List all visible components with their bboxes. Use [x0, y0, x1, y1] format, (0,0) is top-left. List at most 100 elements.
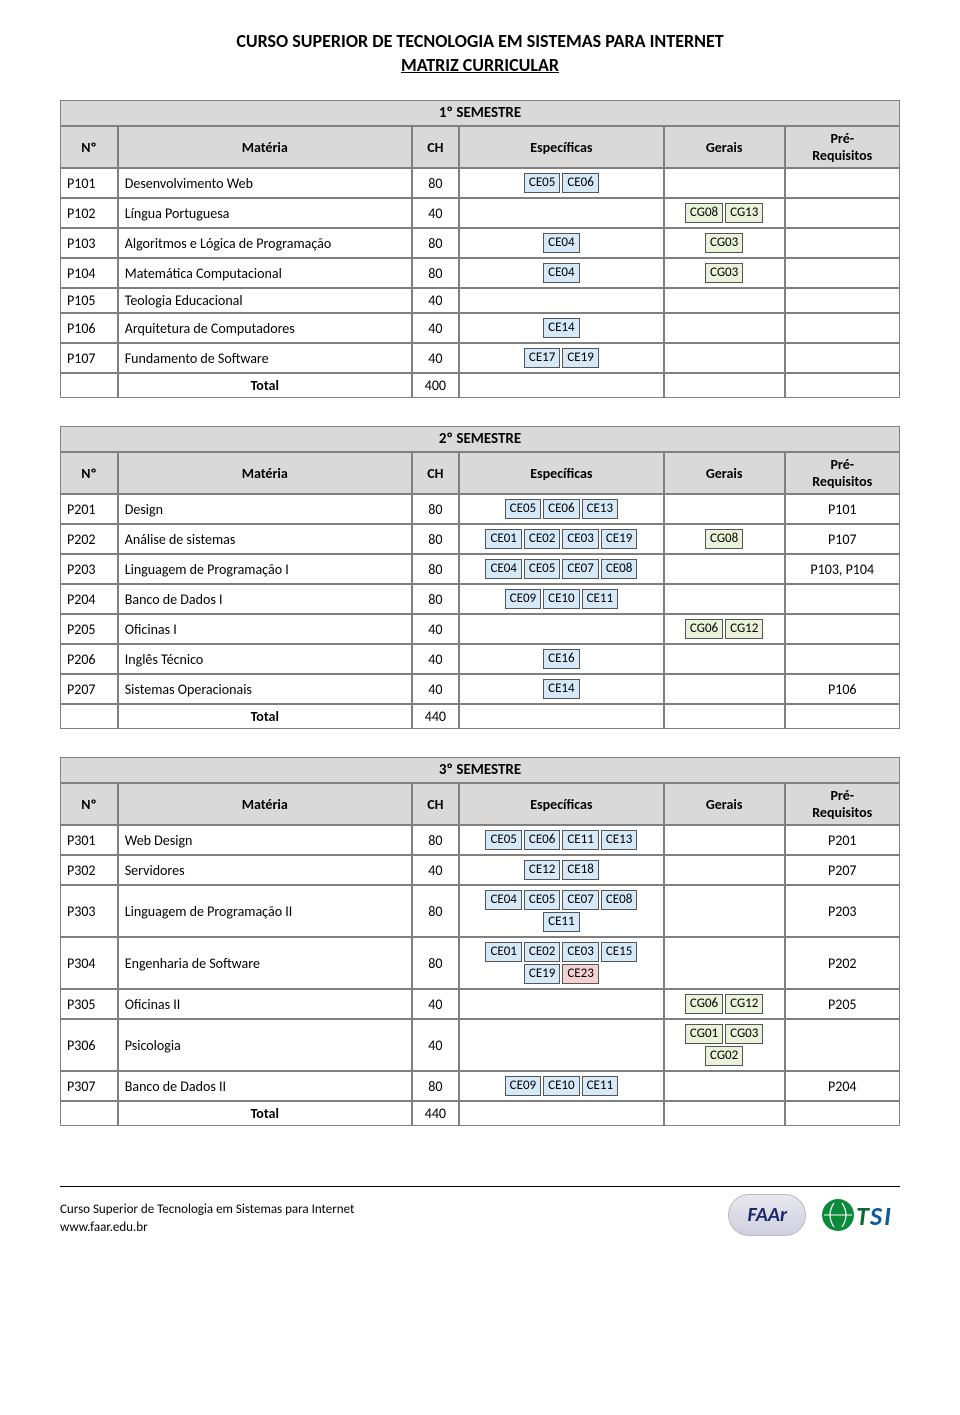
specific-tag: CE03 [562, 529, 598, 549]
column-header-no: Nº [60, 452, 118, 494]
specific-tag: CE06 [562, 173, 598, 193]
prerequisites [785, 343, 901, 373]
table-row: P102Língua Portuguesa40CG08CG13 [60, 198, 900, 228]
specific-tag: CE05 [524, 890, 560, 910]
table-row: P104Matemática Computacional80CE04CG03 [60, 258, 900, 288]
table-row: P302Servidores40CE12CE18P207 [60, 855, 900, 885]
prerequisites: P204 [785, 1071, 901, 1101]
column-header-prereq: Pré-Requisitos [785, 126, 901, 168]
column-header-materia: Matéria [118, 452, 412, 494]
specific-tag: CE07 [562, 890, 598, 910]
page-title: CURSO SUPERIOR DE TECNOLOGIA EM SISTEMAS… [60, 30, 900, 52]
prerequisites [785, 198, 901, 228]
credit-hours: 80 [412, 584, 459, 614]
specific-tags-cell: CE05CE06CE11CE13 [459, 825, 664, 855]
specific-tags-cell: CE05CE06 [459, 168, 664, 198]
specific-tags-cell: CE09CE10CE11 [459, 1071, 664, 1101]
credit-hours: 40 [412, 855, 459, 885]
general-tag: CG06 [685, 994, 723, 1014]
subject-name: Engenharia de Software [118, 937, 412, 989]
column-header-especificas: Específicas [459, 126, 664, 168]
general-tag: CG03 [705, 233, 743, 253]
empty-cell [664, 373, 785, 398]
table-row: P207Sistemas Operacionais40CE14P106 [60, 674, 900, 704]
subject-name: Linguagem de Programação I [118, 554, 412, 584]
prerequisites [785, 288, 901, 313]
footer-logos: FAAr T S I [728, 1193, 900, 1237]
empty-cell [664, 1101, 785, 1126]
subject-name: Sistemas Operacionais [118, 674, 412, 704]
row-number: P103 [60, 228, 118, 258]
semester-title: 1º SEMESTRE [60, 100, 900, 126]
column-header-ch: CH [412, 452, 459, 494]
subject-name: Oficinas I [118, 614, 412, 644]
specific-tag: CE04 [485, 890, 521, 910]
table-row: P307Banco de Dados II80CE09CE10CE11P204 [60, 1071, 900, 1101]
column-header-prereq: Pré-Requisitos [785, 783, 901, 825]
svg-text:S: S [869, 1200, 883, 1232]
subject-name: Teologia Educacional [118, 288, 412, 313]
curriculum-table: 3º SEMESTRENºMatériaCHEspecíficasGeraisP… [60, 757, 900, 1126]
specific-tag: CE05 [524, 559, 560, 579]
row-number: P101 [60, 168, 118, 198]
subject-name: Desenvolvimento Web [118, 168, 412, 198]
table-row: P301Web Design80CE05CE06CE11CE13P201 [60, 825, 900, 855]
prerequisites: P205 [785, 989, 901, 1019]
subject-name: Banco de Dados I [118, 584, 412, 614]
row-number: P205 [60, 614, 118, 644]
specific-tags-cell [459, 989, 664, 1019]
empty-cell [664, 704, 785, 729]
row-number: P306 [60, 1019, 118, 1071]
semester-block: 1º SEMESTRENºMatériaCHEspecíficasGeraisP… [60, 100, 900, 398]
table-row: P202Análise de sistemas80CE01CE02CE03CE1… [60, 524, 900, 554]
table-row: P105Teologia Educacional40 [60, 288, 900, 313]
subject-name: Arquitetura de Computadores [118, 313, 412, 343]
specific-tags-cell [459, 288, 664, 313]
specific-tag: CE12 [524, 860, 560, 880]
general-tags-cell [664, 288, 785, 313]
specific-tag: CE01 [485, 942, 521, 962]
specific-tag: CE11 [582, 589, 618, 609]
credit-hours: 40 [412, 614, 459, 644]
row-number: P301 [60, 825, 118, 855]
specific-tag: CE01 [485, 529, 521, 549]
prerequisites: P107 [785, 524, 901, 554]
column-header-materia: Matéria [118, 783, 412, 825]
prerequisites [785, 1019, 901, 1071]
specific-tag: CE02 [524, 529, 560, 549]
specific-tags-cell: CE14 [459, 674, 664, 704]
specific-tags-cell: CE04 [459, 258, 664, 288]
specific-tag: CE11 [543, 912, 579, 932]
subject-name: Língua Portuguesa [118, 198, 412, 228]
subject-name: Fundamento de Software [118, 343, 412, 373]
table-row: P205Oficinas I40CG06CG12 [60, 614, 900, 644]
row-number: P201 [60, 494, 118, 524]
specific-tag: CE04 [543, 263, 579, 283]
prerequisites [785, 644, 901, 674]
table-row: P206Inglês Técnico40CE16 [60, 644, 900, 674]
credit-hours: 40 [412, 343, 459, 373]
column-header-gerais: Gerais [664, 783, 785, 825]
specific-tags-cell: CE04CE05CE07CE08 [459, 554, 664, 584]
credit-hours: 80 [412, 825, 459, 855]
table-row: P103Algoritmos e Lógica de Programação80… [60, 228, 900, 258]
general-tags-cell [664, 584, 785, 614]
row-number: P305 [60, 989, 118, 1019]
total-row: Total440 [60, 704, 900, 729]
general-tags-cell [664, 1071, 785, 1101]
specific-tag: CE09 [505, 589, 541, 609]
specific-tags-cell: CE04CE05CE07CE08CE11 [459, 885, 664, 937]
column-header-gerais: Gerais [664, 452, 785, 494]
specific-tags-cell: CE17CE19 [459, 343, 664, 373]
credit-hours: 80 [412, 228, 459, 258]
row-number: P106 [60, 313, 118, 343]
specific-tag: CE06 [524, 830, 560, 850]
empty-cell [459, 704, 664, 729]
prerequisites: P103, P104 [785, 554, 901, 584]
specific-tag: CE05 [505, 499, 541, 519]
total-value: 440 [412, 704, 459, 729]
empty-cell [60, 1101, 118, 1126]
general-tag: CG03 [725, 1024, 763, 1044]
row-number: P207 [60, 674, 118, 704]
general-tag: CG08 [685, 203, 723, 223]
